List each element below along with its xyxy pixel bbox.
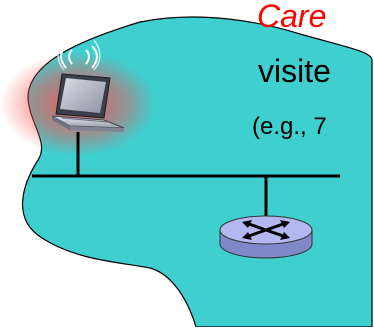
example-address-text: (e.g., 7 (252, 113, 327, 140)
visited-network-text: visite (258, 53, 331, 89)
wireless-laptop-icon (51, 39, 125, 132)
care-of-address-heading: Care (257, 0, 327, 34)
router-icon (219, 215, 313, 259)
